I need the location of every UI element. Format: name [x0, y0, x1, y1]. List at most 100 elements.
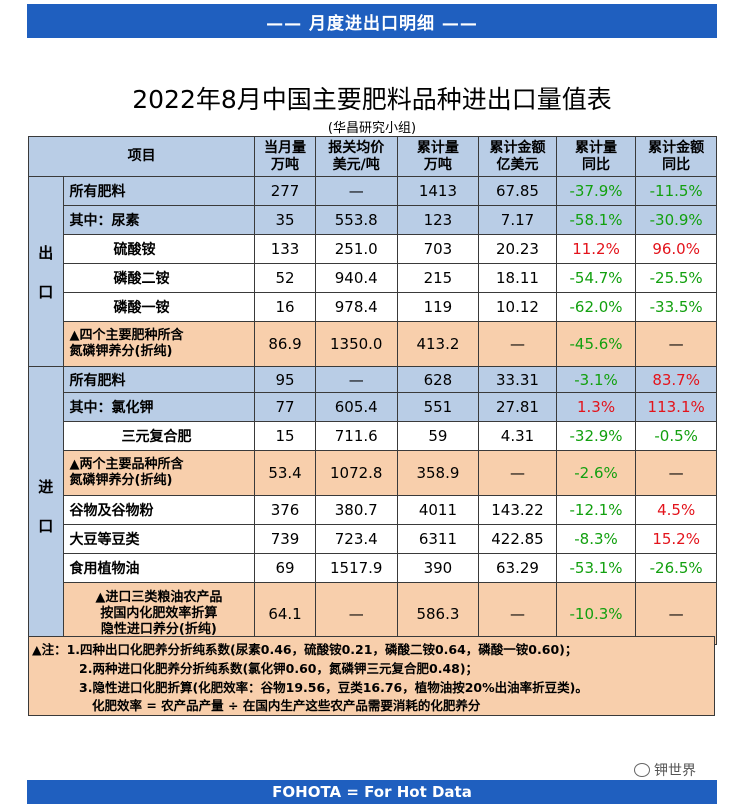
table-row: 其中：氯化钾 77 605.4 551 27.81 1.3% 113.1%: [29, 392, 717, 422]
row-value: 553.8: [314, 205, 398, 235]
table-row: 其中：尿素 35 553.8 123 7.17 -58.1% -30.9%: [29, 205, 717, 235]
page-title: 2022年8月中国主要肥料品种进出口量值表: [132, 85, 612, 114]
watermark-text: 钾世界: [654, 763, 696, 779]
row-value: 35: [254, 205, 316, 235]
top-banner: —— 月度进出口明细 ——: [27, 4, 717, 38]
row-value: 4.31: [478, 421, 557, 451]
row-value: 380.7: [314, 495, 398, 525]
row-value: -45.6%: [555, 321, 637, 367]
row-value: 83.7%: [635, 366, 717, 393]
row-value: 277: [254, 176, 316, 206]
row-item-label: 其中：尿素: [62, 205, 256, 235]
row-value: 413.2: [396, 321, 480, 367]
row-value: 1.3%: [555, 392, 637, 422]
row-value: 86.9: [254, 321, 316, 367]
row-value: -3.1%: [555, 366, 637, 393]
note-line-1: ▲注：1.四种出口化肥养分折纯系数(尿素0.46，硫酸铵0.21，磷酸二铵0.6…: [32, 642, 578, 657]
row-value: —: [635, 321, 717, 367]
table-row: 硫酸铵 133 251.0 703 20.23 11.2% 96.0%: [29, 234, 717, 264]
row-item-label: 磷酸一铵: [62, 292, 256, 322]
row-value: 703: [396, 234, 480, 264]
wechat-icon: [634, 763, 650, 777]
row-value: 1413: [396, 176, 480, 206]
notes-box: ▲注：1.四种出口化肥养分折纯系数(尿素0.46，硫酸铵0.21，磷酸二铵0.6…: [28, 636, 715, 716]
row-value: —: [314, 366, 398, 393]
row-value: 1517.9: [314, 553, 398, 583]
bottom-banner: FOHOTA = For Hot Data: [27, 780, 717, 804]
row-item-label: 三元复合肥: [62, 421, 256, 451]
row-value: 551: [396, 392, 480, 422]
row-value: —: [478, 450, 557, 496]
row-item-label: 磷酸二铵: [62, 263, 256, 293]
row-value: 69: [254, 553, 316, 583]
row-value: 10.12: [478, 292, 557, 322]
row-value: 53.4: [254, 450, 316, 496]
row-value: 52: [254, 263, 316, 293]
row-value: —: [635, 450, 717, 496]
row-value: -0.5%: [635, 421, 717, 451]
row-value: 33.31: [478, 366, 557, 393]
row-item-label: ▲两个主要品种所含 氮磷钾养分(折纯): [62, 450, 256, 496]
row-value: 59: [396, 421, 480, 451]
row-item-label: 食用植物油: [62, 553, 256, 583]
row-value: —: [478, 321, 557, 367]
header-col: 当月量 万吨: [254, 136, 316, 177]
table-row: 磷酸二铵 52 940.4 215 18.11 -54.7% -25.5%: [29, 263, 717, 293]
row-value: -58.1%: [555, 205, 637, 235]
row-value: —: [314, 176, 398, 206]
row-value: 123: [396, 205, 480, 235]
row-value: -12.1%: [555, 495, 637, 525]
table-row: 食用植物油 69 1517.9 390 63.29 -53.1% -26.5%: [29, 553, 717, 583]
section-import: 进口: [28, 366, 64, 645]
section-export: 出口: [28, 176, 64, 367]
row-value: 1072.8: [314, 450, 398, 496]
table-row: ▲两个主要品种所含 氮磷钾养分(折纯) 53.4 1072.8 358.9— -2.6% —: [29, 450, 717, 496]
row-value: 6311: [396, 524, 480, 554]
row-value: 215: [396, 263, 480, 293]
header-col: 累计金额 同比: [635, 136, 717, 177]
row-value: 358.9: [396, 450, 480, 496]
table-row: ▲进口三类粮油农产品 按国内化肥效率折算 隐性进口养分(折纯) 64.1—586.3—…: [29, 582, 717, 645]
row-value: 723.4: [314, 524, 398, 554]
row-value: 7.17: [478, 205, 557, 235]
header-col: 累计量 万吨: [396, 136, 480, 177]
row-value: 739: [254, 524, 316, 554]
row-value: -10.3%: [555, 582, 637, 645]
row-value: 15: [254, 421, 316, 451]
row-item-label: ▲四个主要肥种所含 氮磷钾养分(折纯): [62, 321, 256, 367]
header-col: 累计金额 亿美元: [478, 136, 557, 177]
page-subtitle: (华昌研究小组): [327, 121, 417, 136]
row-value: 64.1: [254, 582, 316, 645]
row-value: -62.0%: [555, 292, 637, 322]
row-value: 63.29: [478, 553, 557, 583]
row-item-label: 其中：氯化钾: [62, 392, 256, 422]
row-value: 133: [254, 234, 316, 264]
row-item-label: 所有肥料: [62, 176, 256, 206]
row-value: 16: [254, 292, 316, 322]
row-value: -37.9%: [555, 176, 637, 206]
row-value: 113.1%: [635, 392, 717, 422]
row-value: 940.4: [314, 263, 398, 293]
row-value: 15.2%: [635, 524, 717, 554]
row-value: 18.11: [478, 263, 557, 293]
row-value: 67.85: [478, 176, 557, 206]
row-value: -30.9%: [635, 205, 717, 235]
row-value: 20.23: [478, 234, 557, 264]
row-value: —: [635, 582, 717, 645]
row-value: 390: [396, 553, 480, 583]
row-value: 422.85: [478, 524, 557, 554]
row-value: 376: [254, 495, 316, 525]
fertilizer-table: 项目 当月量 万吨 报关均价 美元/吨 累计量 万吨 累计金额 亿美元 累计量 同比 累计…: [27, 136, 717, 645]
note-line-4: 化肥效率 = 农产品产量 ÷ 在国内生产这些农产品需要消耗的化肥养分: [92, 698, 481, 713]
row-value: -53.1%: [555, 553, 637, 583]
row-value: -32.9%: [555, 421, 637, 451]
row-value: -2.6%: [555, 450, 637, 496]
table-row: 进口所有肥料 95—628 33.31 -3.1% 83.7%: [28, 366, 717, 645]
row-value: 4.5%: [635, 495, 717, 525]
header-col: 报关均价 美元/吨: [314, 136, 398, 177]
watermark: 钾世界: [634, 760, 696, 780]
row-value: 77: [254, 392, 316, 422]
table-row: 出口所有肥料 277—1413 67.85 -37.9% -11.5%: [28, 176, 717, 367]
row-value: 96.0%: [635, 234, 717, 264]
banner-text: —— 月度进出口明细 ——: [266, 13, 478, 34]
